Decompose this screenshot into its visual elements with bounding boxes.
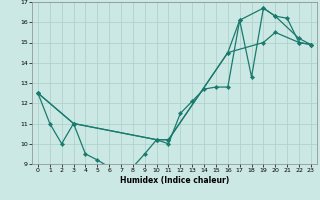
X-axis label: Humidex (Indice chaleur): Humidex (Indice chaleur) [120, 176, 229, 185]
